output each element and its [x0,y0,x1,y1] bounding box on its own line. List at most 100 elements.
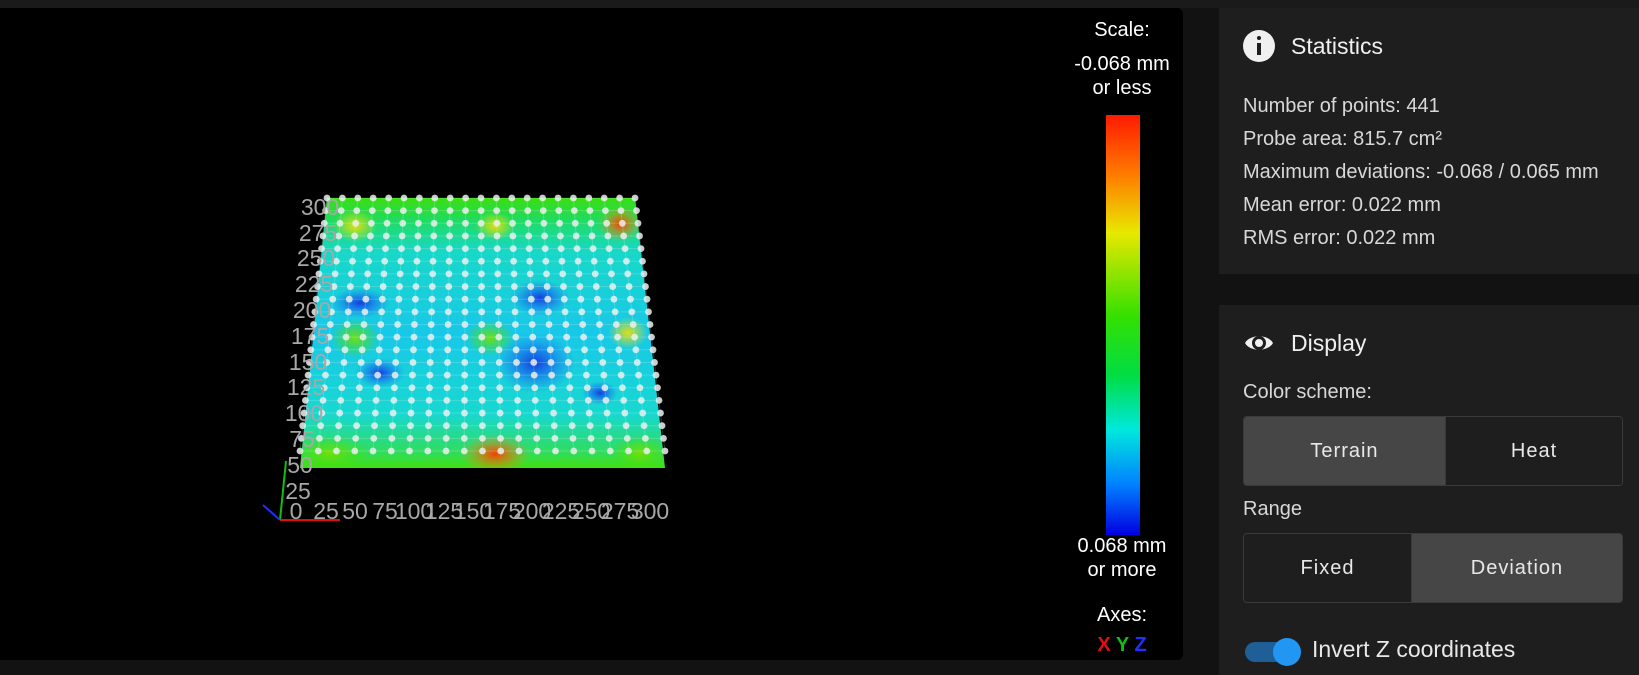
probe-point [494,257,501,265]
statistics-title: Statistics [1291,32,1384,59]
y-tick: 175 [291,323,329,349]
probe-point [337,397,345,404]
probe-point [443,384,451,392]
probe-point [539,194,546,202]
probe-point [611,308,619,316]
probe-point [425,422,432,430]
color-scheme-label: Color scheme: [1243,381,1372,403]
probe-point [601,384,609,392]
probe-point [312,295,320,303]
probe-point [411,321,418,328]
probe-point [523,194,531,202]
probe-point [511,308,519,316]
probe-point [354,194,362,202]
y-tick: 75 [289,426,315,452]
probe-point [661,447,669,455]
probe-point [542,257,550,265]
probe-point [461,308,469,316]
probe-point [532,409,540,417]
probe-point [642,283,649,290]
probe-point [461,409,468,417]
y-tick: 250 [297,245,335,271]
probe-point [375,346,383,354]
probe-point [606,257,614,265]
probe-point [550,409,557,417]
probe-point [355,397,362,404]
probe-point [365,257,372,265]
probe-point [567,397,574,404]
probe-point [443,397,451,404]
fixed-button[interactable]: Fixed [1244,534,1411,602]
probe-point [570,194,577,202]
probe-point [314,447,322,455]
probe-point [637,245,645,253]
probe-point [360,321,368,328]
probe-point [514,397,521,404]
probe-point [389,422,396,430]
y-tick: 225 [295,271,333,297]
probe-point [545,321,553,328]
heightmap-viewer[interactable]: 300 275 250 225 200 175 150 125 100 75 5… [0,8,1183,660]
heat-button[interactable]: Heat [1445,417,1622,485]
probe-point [509,219,516,227]
color-scale-bar [1106,115,1140,535]
probe-point [357,359,365,366]
probe-point [410,346,417,354]
probe-point [546,346,554,354]
probe-point [565,371,573,379]
x-tick: 200 [513,498,551,524]
probe-point [637,397,645,404]
probe-point [633,207,640,215]
probe-point [563,333,571,341]
stat-probe-area: Probe area: 815.7 cm² [1243,128,1442,150]
probe-point [548,384,556,392]
probe-point [645,308,652,316]
axis-y-label: Y [1115,634,1129,656]
probe-point [445,245,453,253]
probe-point [425,397,433,404]
probe-point [640,422,648,430]
probe-point [412,295,419,303]
probe-point [525,232,533,240]
deviation-button[interactable]: Deviation [1411,534,1622,602]
probe-point [493,232,501,240]
display-header: Display [1243,327,1366,359]
probe-point [334,434,341,442]
probe-point [344,308,352,316]
probe-point [319,232,327,240]
probe-point [320,219,328,227]
probe-point [445,257,453,265]
probe-point [325,333,333,341]
probe-point [531,384,539,392]
probe-point [409,371,416,379]
probe-point [514,409,522,417]
probe-point [651,359,658,366]
probe-point [460,422,468,430]
y-tick: 100 [285,400,323,426]
probe-point [552,447,559,455]
probe-point [443,371,451,379]
probe-point [442,434,450,442]
probe-point [641,434,649,442]
color-scheme-toggle-group: Terrain Heat [1243,416,1623,486]
probe-point [324,346,332,354]
probe-point [478,359,486,366]
switch-thumb [1273,638,1301,666]
probe-point [345,295,353,303]
probe-point [394,308,402,316]
probe-point [399,207,407,215]
probe-point [337,207,345,215]
probe-point [510,270,518,278]
terrain-button[interactable]: Terrain [1244,417,1445,485]
probe-point [495,359,503,366]
probe-point [444,321,452,328]
probe-point [429,245,437,253]
heightmap-3d-scene[interactable]: 300 275 250 225 200 175 150 125 100 75 5… [0,8,1183,660]
invert-z-switch[interactable] [1245,638,1303,666]
probe-point [379,283,387,290]
probe-point [603,219,611,227]
probe-point [532,422,540,430]
probe-point [428,308,436,316]
scale-bottom-value: 0.068 mm [1077,535,1167,557]
axes-legend: X Y Z [1062,634,1182,657]
